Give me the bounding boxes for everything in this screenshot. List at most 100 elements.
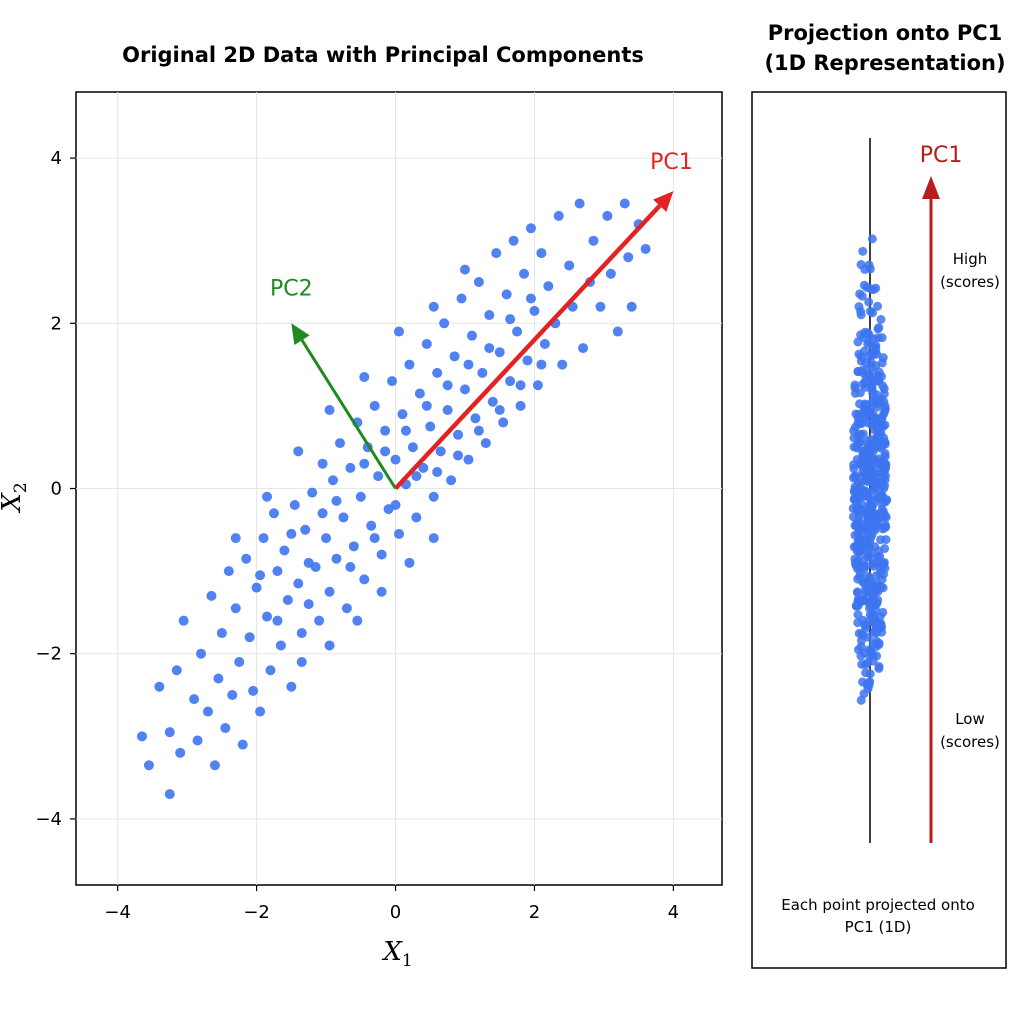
data-point (459, 384, 470, 395)
data-point (345, 561, 356, 572)
projected-point (865, 306, 875, 316)
x-tick-label: 2 (529, 902, 540, 923)
scatter-plot-area: −4 −2 0 2 4 −4 −2 0 2 4 PC1 PC2 (35, 91, 723, 923)
data-point (404, 359, 415, 370)
data-point (557, 359, 568, 370)
projected-point (881, 535, 891, 545)
y-tick-label: −4 (35, 809, 62, 830)
pc1-arrow (393, 204, 662, 491)
projected-point (866, 462, 876, 472)
projected-point (864, 551, 874, 561)
data-point (317, 458, 328, 469)
data-point (331, 495, 342, 506)
projected-point (861, 468, 871, 478)
data-point (258, 533, 269, 544)
data-point (605, 268, 616, 279)
projected-point (858, 429, 868, 439)
data-point (525, 223, 536, 234)
pc1-label: PC1 (920, 143, 963, 168)
projected-point (875, 551, 885, 561)
projected-point (859, 689, 869, 699)
data-point (543, 281, 554, 292)
data-point (275, 640, 286, 651)
projected-point (872, 376, 882, 386)
data-point (171, 665, 182, 676)
projected-point (864, 260, 874, 270)
data-point (282, 595, 293, 606)
data-point (196, 648, 207, 659)
projected-point (857, 659, 867, 669)
data-point (331, 553, 342, 564)
y-axis-label: X2 (0, 482, 31, 513)
data-point (376, 586, 387, 597)
projected-point (850, 471, 860, 481)
data-point (439, 318, 450, 329)
data-point (164, 789, 175, 800)
data-point (532, 380, 543, 391)
projected-point (872, 477, 882, 487)
projected-point (866, 284, 876, 294)
projected-point (857, 291, 867, 301)
x-tick-label: −2 (243, 902, 270, 923)
data-point (268, 508, 279, 519)
data-point (293, 446, 304, 457)
data-point (234, 656, 245, 667)
data-point (317, 508, 328, 519)
data-point (244, 632, 255, 643)
data-point (525, 293, 536, 304)
data-point (453, 450, 464, 461)
data-point (296, 628, 307, 639)
high-scores-label-line2: (scores) (940, 273, 1000, 291)
data-point (432, 466, 443, 477)
projection-caption-line1: Each point projected onto (781, 896, 975, 914)
data-point (421, 400, 432, 411)
data-point (223, 566, 234, 577)
data-point (136, 731, 147, 742)
data-point (303, 557, 314, 568)
data-point (227, 690, 238, 701)
data-point (359, 574, 370, 585)
data-point (505, 376, 516, 387)
projected-point (864, 573, 874, 583)
data-point (143, 760, 154, 771)
data-point (230, 533, 241, 544)
projected-point (864, 374, 874, 384)
projected-point (872, 432, 882, 442)
data-point (473, 425, 484, 436)
projected-point (872, 414, 882, 424)
projected-point (864, 447, 874, 457)
projected-point (877, 491, 887, 501)
principal-component-arrows: PC1 PC2 (270, 150, 693, 491)
data-point (220, 723, 231, 734)
projected-point (874, 662, 884, 672)
projected-point (873, 301, 883, 311)
data-point (296, 656, 307, 667)
projection-panel-frame (751, 91, 1007, 969)
projected-point (867, 234, 877, 244)
projected-point (863, 436, 873, 446)
data-point (366, 520, 377, 531)
projected-point (879, 569, 889, 579)
projected-point (860, 619, 870, 629)
projected-points (848, 234, 892, 705)
projected-point (855, 388, 865, 398)
data-point (487, 396, 498, 407)
data-point (380, 425, 391, 436)
projected-point (864, 522, 874, 532)
projected-point (866, 646, 876, 656)
data-point (477, 367, 488, 378)
data-point (456, 293, 467, 304)
data-point (380, 446, 391, 457)
projected-point (849, 460, 859, 470)
projected-point (878, 607, 888, 617)
data-point (324, 586, 335, 597)
y-tick-label: −2 (35, 644, 62, 665)
projected-point (867, 349, 877, 359)
projected-point (851, 520, 861, 530)
data-point (373, 471, 384, 482)
projected-point (879, 511, 889, 521)
projected-point (868, 396, 878, 406)
data-point (536, 248, 547, 259)
data-point (491, 248, 502, 259)
data-point (446, 475, 457, 486)
